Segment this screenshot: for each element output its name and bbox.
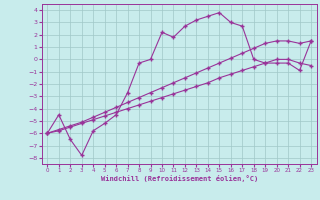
X-axis label: Windchill (Refroidissement éolien,°C): Windchill (Refroidissement éolien,°C)	[100, 175, 258, 182]
